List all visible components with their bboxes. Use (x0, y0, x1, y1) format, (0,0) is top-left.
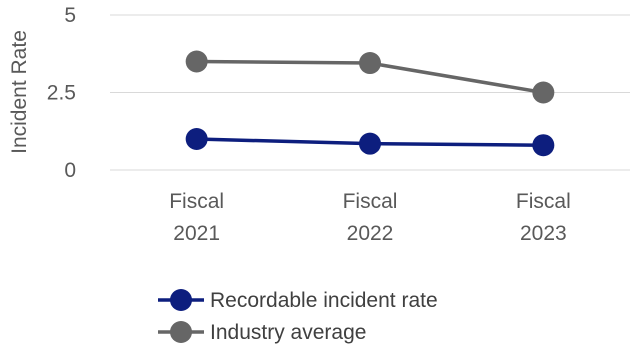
y-axis-ticks: 02.55 (47, 4, 76, 182)
data-point (185, 128, 208, 150)
legend-label: Industry average (210, 321, 366, 344)
series-0 (185, 128, 555, 157)
x-tick-label: Fiscal 2021 (169, 190, 224, 245)
y-tick-label: 0 (64, 159, 76, 182)
y-tick-label: 2.5 (47, 82, 76, 105)
y-tick-label: 5 (64, 4, 76, 27)
legend-swatch-marker (170, 321, 192, 343)
data-point (532, 134, 555, 157)
data-point (359, 132, 381, 155)
legend-item: Industry average (158, 321, 366, 344)
legend: Recordable incident rate Industry average (158, 289, 438, 344)
x-tick-label: Fiscal 2022 (343, 190, 398, 245)
data-point (185, 50, 208, 73)
series-group (185, 50, 555, 157)
legend-item: Recordable incident rate (158, 289, 438, 312)
data-point (532, 81, 555, 104)
x-axis-ticks: Fiscal 2021 Fiscal 2022 Fiscal 2023 (169, 190, 571, 245)
legend-label: Recordable incident rate (210, 289, 438, 312)
data-point (359, 52, 381, 75)
legend-swatch-marker (170, 289, 192, 311)
series-1 (185, 50, 555, 104)
x-tick-label: Fiscal 2023 (516, 190, 571, 245)
y-axis-title: Incident Rate (8, 30, 31, 154)
